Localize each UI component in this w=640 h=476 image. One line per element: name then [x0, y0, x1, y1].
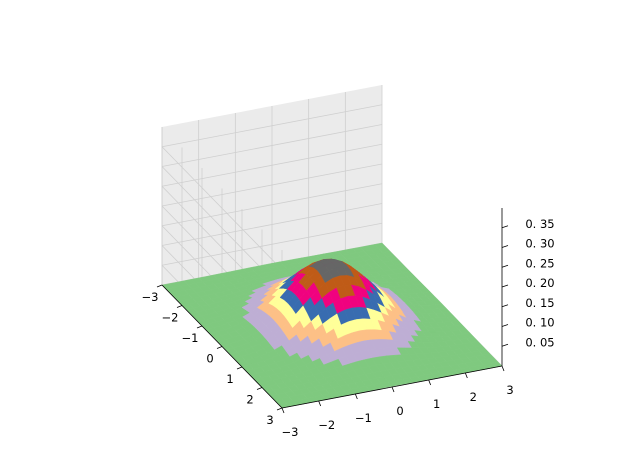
- x-tick-mark: [216, 346, 223, 349]
- y-tick-mark: [464, 372, 468, 379]
- grid-line: [161, 143, 383, 187]
- x-tick-label: −2: [162, 311, 179, 325]
- z-tick-label: 0. 30: [525, 237, 554, 251]
- x-tick-label: −1: [182, 331, 199, 345]
- y-axis-ticks: −3 −2 −1 0 1 2 3: [281, 365, 514, 439]
- grid-line: [161, 163, 383, 207]
- grid-line: [161, 203, 383, 246]
- x-tick-label: 2: [246, 393, 253, 407]
- z-tick-mark: [501, 324, 509, 327]
- z-axis-ticks: 0. 05 0. 10 0. 15 0. 20 0. 25 0. 30 0. 35: [501, 217, 555, 349]
- x-tick-label: −3: [142, 290, 159, 304]
- y-tick-mark: [318, 400, 322, 407]
- y-tick-label: 3: [506, 383, 513, 397]
- z-tick-label: 0. 20: [525, 276, 554, 290]
- x-tick-mark: [256, 387, 263, 390]
- z-tick-label: 0. 35: [525, 217, 554, 231]
- grid-line: [161, 104, 383, 148]
- z-tick-label: 0. 15: [525, 296, 554, 310]
- z-tick-mark: [501, 264, 509, 268]
- grid-line: [161, 183, 383, 227]
- surface-mesh: [161, 242, 503, 409]
- x-tick-mark: [276, 407, 283, 411]
- x-tick-mark: [176, 305, 183, 308]
- grid-line: [161, 222, 383, 266]
- y-tick-label: 2: [470, 390, 477, 404]
- z-tick-mark: [501, 343, 509, 347]
- z-tick-label: 0. 05: [525, 335, 554, 349]
- z-tick-mark: [501, 284, 509, 288]
- z-tick-label: 0. 25: [525, 256, 554, 270]
- x-tick-mark: [156, 284, 163, 288]
- y-tick-label: −1: [355, 411, 372, 425]
- y-tick-mark: [391, 386, 395, 393]
- x-tick-label: 3: [266, 413, 273, 427]
- y-tick-mark: [501, 365, 505, 372]
- z-tick-mark: [501, 225, 509, 229]
- grid-line: [161, 124, 383, 167]
- grid-line: [161, 146, 283, 271]
- y-tick-mark: [428, 379, 432, 386]
- x-tick-label: 0: [206, 352, 213, 366]
- x-tick-mark: [236, 366, 243, 370]
- x-tick-mark: [196, 325, 203, 329]
- z-tick-label: 0. 10: [525, 316, 554, 330]
- x-tick-label: 1: [226, 372, 233, 386]
- z-tick-mark: [501, 304, 509, 308]
- y-tick-mark: [354, 393, 358, 400]
- y-tick-label: −3: [282, 425, 299, 439]
- y-tick-label: 0: [396, 404, 403, 418]
- y-tick-label: 1: [433, 397, 440, 411]
- z-tick-mark: [501, 245, 509, 248]
- y-tick-label: −2: [318, 418, 335, 432]
- y-tick-mark: [281, 407, 285, 414]
